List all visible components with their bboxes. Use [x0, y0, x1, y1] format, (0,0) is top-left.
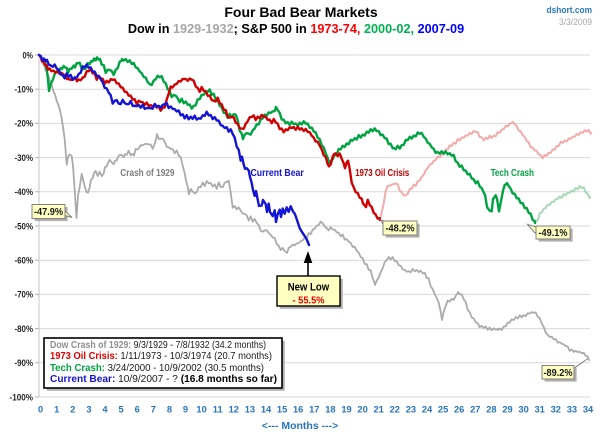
svg-text:16: 16	[293, 405, 303, 415]
svg-text:10: 10	[196, 405, 206, 415]
svg-text:23: 23	[406, 405, 416, 415]
svg-text:7: 7	[151, 405, 156, 415]
svg-text:-60%: -60%	[15, 256, 34, 266]
svg-text:17: 17	[309, 405, 319, 415]
svg-text:19: 19	[341, 405, 351, 415]
svg-text:2: 2	[70, 405, 75, 415]
svg-text:13: 13	[245, 405, 255, 415]
svg-text:25: 25	[438, 405, 448, 415]
svg-text:1: 1	[54, 405, 59, 415]
svg-text:30: 30	[518, 405, 528, 415]
svg-text:31: 31	[535, 405, 545, 415]
svg-text:29: 29	[502, 405, 512, 415]
svg-text:28: 28	[486, 405, 496, 415]
svg-text:Tech Crash: Tech Crash	[491, 168, 534, 179]
svg-text:New Low: New Low	[288, 282, 330, 294]
svg-text:dshort.com: dshort.com	[547, 5, 593, 16]
svg-text:-10%: -10%	[15, 85, 34, 95]
svg-text:3/3/2009: 3/3/2009	[559, 17, 592, 28]
svg-text:0%: 0%	[23, 50, 34, 60]
svg-text:-30%: -30%	[15, 153, 34, 163]
svg-text:- 55.5%: - 55.5%	[293, 295, 326, 307]
svg-text:27: 27	[470, 405, 480, 415]
svg-text:22: 22	[390, 405, 400, 415]
svg-text:14: 14	[261, 405, 272, 415]
svg-text:3: 3	[86, 405, 91, 415]
svg-text:Dow in 1929-1932; S&P 500 in 1: Dow in 1929-1932; S&P 500 in 1973-74, 20…	[128, 22, 464, 36]
svg-text:9: 9	[183, 405, 188, 415]
svg-text:-20%: -20%	[15, 119, 34, 129]
svg-text:12: 12	[229, 405, 239, 415]
svg-text:0: 0	[38, 405, 43, 415]
svg-text:Current Bear: Current Bear	[251, 168, 304, 179]
svg-text:6: 6	[135, 405, 140, 415]
svg-text:5: 5	[119, 405, 124, 415]
svg-text:21: 21	[374, 405, 384, 415]
svg-text:15: 15	[277, 405, 287, 415]
svg-text:11: 11	[213, 405, 223, 415]
svg-text:-47.9%: -47.9%	[34, 207, 63, 218]
svg-text:-49.1%: -49.1%	[539, 228, 568, 239]
svg-text:-48.2%: -48.2%	[386, 224, 415, 235]
svg-text:1973 Oil Crisis: 1973 Oil Crisis	[355, 168, 410, 179]
svg-text:26: 26	[454, 405, 464, 415]
svg-text:32: 32	[551, 405, 561, 415]
svg-text:-89.2%: -89.2%	[544, 368, 573, 379]
svg-text:-70%: -70%	[15, 290, 34, 300]
svg-text:<--- Months --->: <--- Months --->	[262, 420, 338, 432]
svg-text:-50%: -50%	[15, 221, 34, 231]
svg-text:-90%: -90%	[15, 358, 34, 368]
svg-text:-40%: -40%	[15, 187, 34, 197]
svg-text:Crash of 1929: Crash of 1929	[120, 168, 175, 179]
svg-text:34: 34	[583, 405, 594, 415]
svg-text:8: 8	[167, 405, 172, 415]
svg-text:20: 20	[357, 405, 367, 415]
svg-text:33: 33	[567, 405, 577, 415]
svg-text:-80%: -80%	[15, 324, 34, 334]
svg-text:4: 4	[102, 405, 108, 415]
svg-text:-100%: -100%	[10, 392, 34, 402]
svg-text:18: 18	[325, 405, 335, 415]
svg-text:Four Bad Bear Markets: Four Bad Bear Markets	[224, 4, 377, 20]
svg-text:24: 24	[422, 405, 433, 415]
